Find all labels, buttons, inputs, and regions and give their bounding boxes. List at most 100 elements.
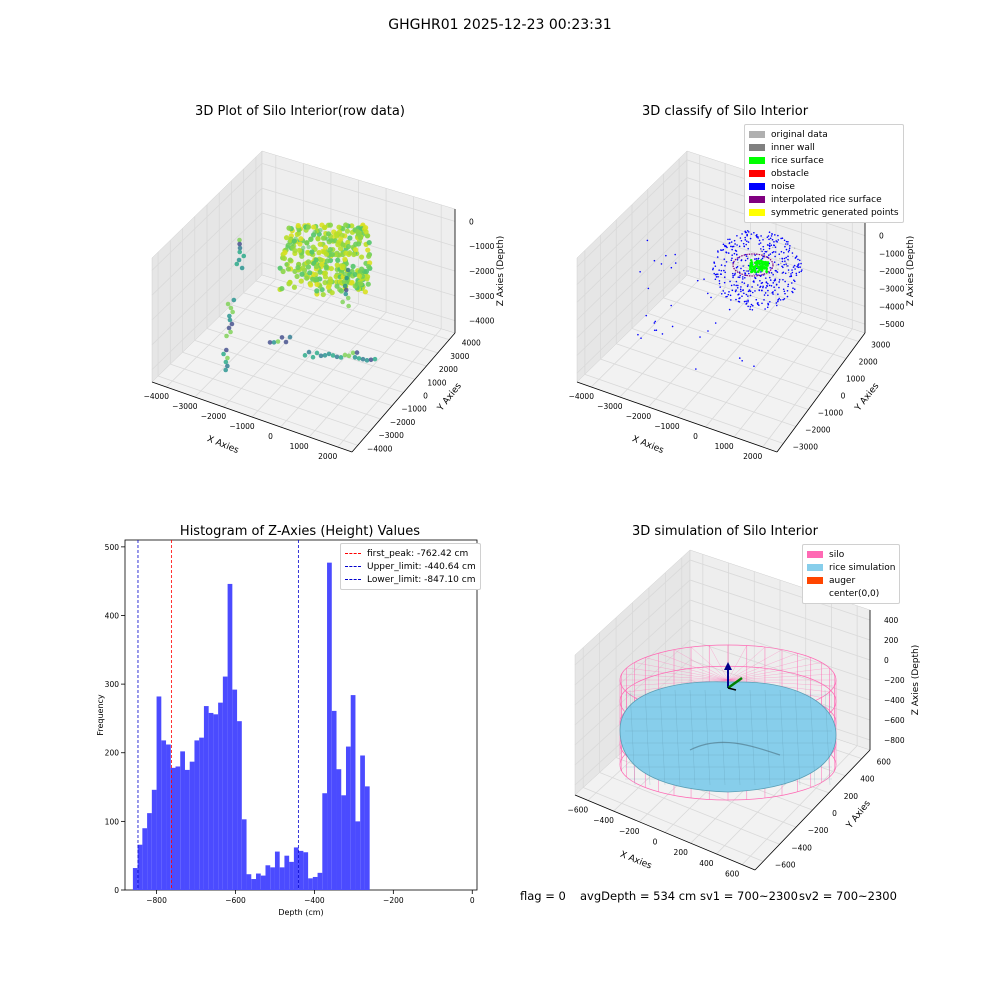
figure-title: GHGHR01 2025-12-23 00:23:31	[388, 17, 612, 33]
raw-data-point	[338, 288, 345, 294]
y-tick-label: −1000	[818, 409, 844, 418]
silo-wire	[727, 646, 766, 681]
histogram-bar	[208, 712, 214, 890]
raw-data-point	[328, 278, 334, 285]
x-tick-label: −2000	[201, 412, 227, 421]
raw-data-point	[315, 236, 321, 242]
noise-point	[744, 236, 746, 239]
noise-point	[734, 290, 737, 293]
raw-data-point	[337, 246, 344, 252]
raw-data-point	[350, 263, 356, 270]
noise-point	[772, 293, 774, 295]
noise-point	[749, 237, 752, 240]
noise-point	[792, 287, 794, 290]
x-axis-label: X Axies	[630, 434, 665, 456]
raw-data-point	[354, 350, 360, 355]
raw-data-point	[277, 265, 283, 271]
noise-point	[731, 289, 734, 292]
legend-label: interpolated rice surface	[771, 194, 882, 205]
raw-data-point	[228, 305, 234, 311]
classify-plot-title: 3D classify of Silo Interior	[641, 104, 809, 119]
noise-point	[737, 284, 739, 287]
noise-point	[723, 258, 726, 260]
original-data-point	[787, 259, 790, 262]
noise-point	[795, 272, 798, 275]
x-tick-label: −400	[593, 816, 614, 825]
raw-data-point	[287, 334, 293, 340]
y-gridline	[157, 375, 358, 446]
raw-data-point	[358, 281, 364, 287]
noise-point	[730, 245, 732, 248]
center-y-arrow	[727, 676, 743, 690]
y-tick-label: 1000	[846, 375, 865, 384]
noise-point	[738, 271, 741, 273]
noise-point	[775, 240, 777, 242]
raw-data-point	[336, 224, 342, 230]
histogram-bar	[322, 793, 328, 890]
noise-point	[732, 276, 734, 279]
legend-swatch	[749, 131, 765, 138]
original-data-point	[760, 248, 762, 251]
noise-point	[738, 300, 741, 303]
noise-point	[785, 240, 788, 243]
raw-plot-title: 3D Plot of Silo Interior(row data)	[195, 104, 405, 119]
silo-wire	[727, 679, 835, 687]
noise-point	[758, 289, 761, 291]
y-gridline	[206, 328, 404, 393]
raw-data-point	[345, 239, 351, 246]
silo-wire	[727, 667, 830, 681]
noise-point	[759, 242, 762, 244]
noise-point	[787, 255, 789, 258]
noise-point	[729, 280, 731, 283]
raw-data-point	[300, 245, 306, 251]
noise-point	[743, 269, 745, 272]
noise-point	[778, 253, 781, 256]
rice-surface-point	[766, 264, 769, 267]
noise-point	[793, 279, 795, 281]
raw-data-point	[305, 264, 312, 270]
surface-mesh	[749, 689, 756, 786]
noise-point	[751, 291, 754, 294]
noise-point	[744, 259, 747, 262]
noise-point	[795, 255, 798, 258]
noise-point	[655, 329, 658, 331]
rice-surface-point	[764, 263, 767, 267]
histogram-bar	[312, 876, 318, 890]
histogram-legend: first_peak: -762.42 cm Upper_limit: -440.…	[340, 543, 481, 590]
histogram-bar	[289, 861, 294, 890]
raw-data-point	[345, 295, 351, 301]
noise-point	[771, 238, 774, 241]
noise-point	[640, 337, 642, 339]
legend-entry: rice simulation	[807, 561, 895, 574]
original-data-point	[772, 246, 774, 249]
y-tick-label: 0	[832, 809, 837, 818]
legend-entry: original data	[749, 128, 899, 141]
y-gridline	[663, 297, 847, 359]
noise-point	[781, 237, 784, 240]
noise-point	[735, 284, 738, 287]
noise-point	[739, 274, 741, 277]
noise-point	[757, 237, 759, 239]
noise-point	[773, 286, 775, 288]
raw-data-point	[362, 289, 368, 295]
rice-surface-point	[760, 269, 764, 272]
noise-point	[777, 293, 779, 295]
noise-point	[740, 267, 742, 270]
noise-point	[769, 300, 771, 303]
noise-point	[797, 258, 799, 261]
histogram-bar	[279, 867, 285, 890]
noise-point	[747, 264, 750, 267]
noise-point	[792, 266, 795, 268]
noise-point	[774, 246, 777, 248]
raw-data-point	[292, 248, 298, 254]
noise-point	[751, 286, 753, 288]
noise-point	[728, 308, 731, 311]
noise-point	[768, 276, 771, 279]
noise-point	[743, 245, 746, 248]
legend-line	[345, 579, 361, 580]
z-tick-label: −4000	[469, 317, 495, 326]
silo-wire	[727, 649, 783, 681]
noise-point	[750, 233, 753, 235]
y-tick-label: 0	[841, 392, 846, 401]
noise-point	[714, 278, 717, 281]
